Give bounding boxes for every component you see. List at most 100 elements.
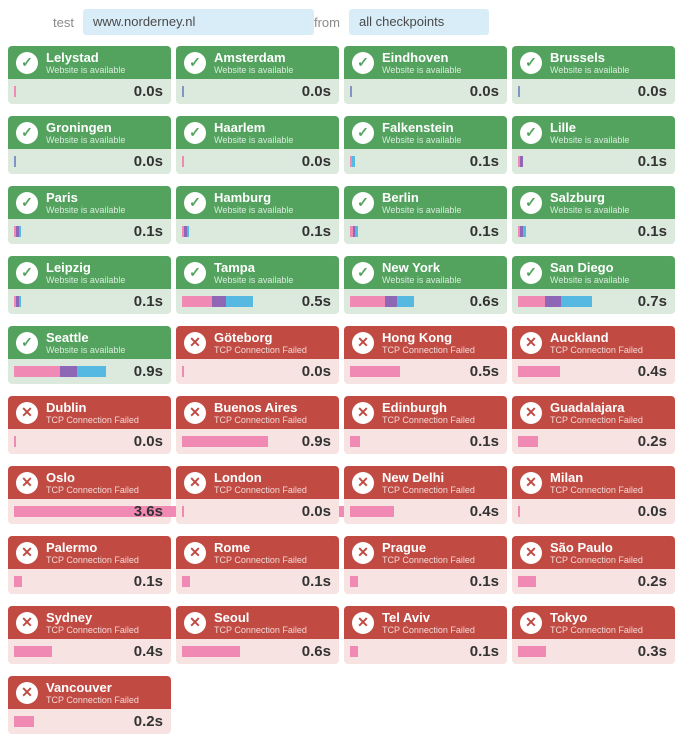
timing-bar — [14, 226, 21, 237]
bar-segment-pink — [518, 506, 520, 517]
city-name: Hong Kong — [382, 330, 453, 345]
bar-segment-pink — [350, 366, 400, 377]
timing-bar — [14, 296, 21, 307]
bar-segment-purple — [520, 156, 523, 167]
bar-segment-pink — [350, 646, 358, 657]
x-circle-icon: ✕ — [184, 541, 206, 564]
card-body: 0.4s — [8, 639, 171, 664]
timing-bar — [14, 716, 34, 727]
checkpoint-card: ✕ Edinburgh TCP Connection Failed 0.1s — [344, 396, 507, 454]
checkpoint-card: ✕ Hong Kong TCP Connection Failed 0.5s — [344, 326, 507, 384]
checkpoint-card: ✓ San Diego Website is available 0.7s — [512, 256, 675, 314]
response-time: 0.0s — [301, 83, 331, 100]
response-time: 0.6s — [469, 293, 499, 310]
card-header: ✕ Vancouver TCP Connection Failed — [8, 676, 171, 709]
x-circle-icon: ✕ — [184, 611, 206, 634]
check-circle-icon: ✓ — [16, 121, 38, 144]
status-text: TCP Connection Failed — [214, 414, 307, 425]
bar-segment-pink — [182, 226, 184, 237]
check-circle-icon: ✓ — [184, 51, 206, 74]
status-text: Website is available — [46, 344, 126, 355]
checkpoint-card: ✓ Lille Website is available 0.1s — [512, 116, 675, 174]
card-body: 0.0s — [8, 149, 171, 174]
timing-bar — [518, 506, 520, 517]
bar-segment-blue — [523, 226, 526, 237]
card-header: ✕ Milan TCP Connection Failed — [512, 466, 675, 499]
card-body: 0.1s — [344, 639, 507, 664]
checkpoint-card: ✓ Eindhoven Website is available 0.0s — [344, 46, 507, 104]
x-circle-icon: ✕ — [520, 331, 542, 354]
checkpoint-card: ✓ Hamburg Website is available 0.1s — [176, 186, 339, 244]
checkpoints-input[interactable]: all checkpoints — [348, 9, 489, 35]
card-header: ✕ Guadalajara TCP Connection Failed — [512, 396, 675, 429]
card-header: ✕ Prague TCP Connection Failed — [344, 536, 507, 569]
card-body: 0.4s — [344, 499, 507, 524]
card-header: ✕ Palermo TCP Connection Failed — [8, 536, 171, 569]
status-text: TCP Connection Failed — [550, 484, 643, 495]
bar-segment-pink — [518, 576, 536, 587]
response-time: 3.6s — [133, 503, 163, 520]
timing-bar — [14, 366, 106, 377]
card-body: 0.2s — [8, 709, 171, 734]
card-header: ✕ London TCP Connection Failed — [176, 466, 339, 499]
status-text: TCP Connection Failed — [550, 624, 643, 635]
response-time: 0.2s — [637, 433, 667, 450]
card-body: 0.1s — [8, 219, 171, 244]
response-time: 0.5s — [301, 293, 331, 310]
bar-segment-pink — [350, 296, 385, 307]
card-header: ✓ Hamburg Website is available — [176, 186, 339, 219]
checkpoint-card: ✕ Sydney TCP Connection Failed 0.4s — [8, 606, 171, 664]
check-circle-icon: ✓ — [184, 261, 206, 284]
x-circle-icon: ✕ — [352, 541, 374, 564]
city-name: Groningen — [46, 120, 112, 135]
checkpoint-card: ✕ Rome TCP Connection Failed 0.1s — [176, 536, 339, 594]
x-circle-icon: ✕ — [16, 401, 38, 424]
status-text: TCP Connection Failed — [382, 624, 475, 635]
bar-segment-pink — [182, 576, 190, 587]
city-name: Berlin — [382, 190, 419, 205]
response-time: 0.1s — [133, 573, 163, 590]
card-body: 0.0s — [8, 79, 171, 104]
card-body: 0.1s — [344, 149, 507, 174]
card-header: ✓ Falkenstein Website is available — [344, 116, 507, 149]
city-name: Tokyo — [550, 610, 588, 625]
checkpoint-card: ✓ Falkenstein Website is available 0.1s — [344, 116, 507, 174]
city-name: Milan — [550, 470, 584, 485]
card-body: 0.1s — [344, 569, 507, 594]
bar-segment-purple — [353, 226, 355, 237]
city-name: Salzburg — [550, 190, 605, 205]
timing-bar — [350, 226, 358, 237]
card-body: 0.0s — [176, 79, 339, 104]
x-circle-icon: ✕ — [352, 331, 374, 354]
card-header: ✓ Haarlem Website is available — [176, 116, 339, 149]
timing-bar — [182, 296, 253, 307]
response-time: 0.1s — [133, 293, 163, 310]
timing-bar — [14, 436, 16, 447]
card-body: 0.9s — [8, 359, 171, 384]
checkpoint-card: ✓ Tampa Website is available 0.5s — [176, 256, 339, 314]
card-body: 0.1s — [176, 569, 339, 594]
check-circle-icon: ✓ — [184, 121, 206, 144]
checkpoint-card: ✓ Berlin Website is available 0.1s — [344, 186, 507, 244]
checkpoint-card: ✓ Groningen Website is available 0.0s — [8, 116, 171, 174]
response-time: 0.0s — [301, 153, 331, 170]
status-text: Website is available — [214, 204, 294, 215]
bar-segment-blue — [352, 156, 355, 167]
status-text: Website is available — [46, 274, 126, 285]
bar-segment-blue — [561, 296, 592, 307]
bar-segment-slate — [350, 86, 352, 97]
status-text: Website is available — [46, 204, 126, 215]
city-name: São Paulo — [550, 540, 613, 555]
card-body: 0.1s — [8, 569, 171, 594]
card-header: ✓ New York Website is available — [344, 256, 507, 289]
timing-bar — [182, 366, 184, 377]
response-time: 0.0s — [637, 83, 667, 100]
status-text: TCP Connection Failed — [214, 554, 307, 565]
bar-segment-blue — [19, 296, 21, 307]
test-url-input[interactable]: www.norderney.nl — [82, 9, 314, 35]
card-body: 0.5s — [344, 359, 507, 384]
timing-bar — [182, 506, 184, 517]
card-header: ✕ Tokyo TCP Connection Failed — [512, 606, 675, 639]
response-time: 0.3s — [637, 643, 667, 660]
bar-segment-pink — [14, 296, 16, 307]
